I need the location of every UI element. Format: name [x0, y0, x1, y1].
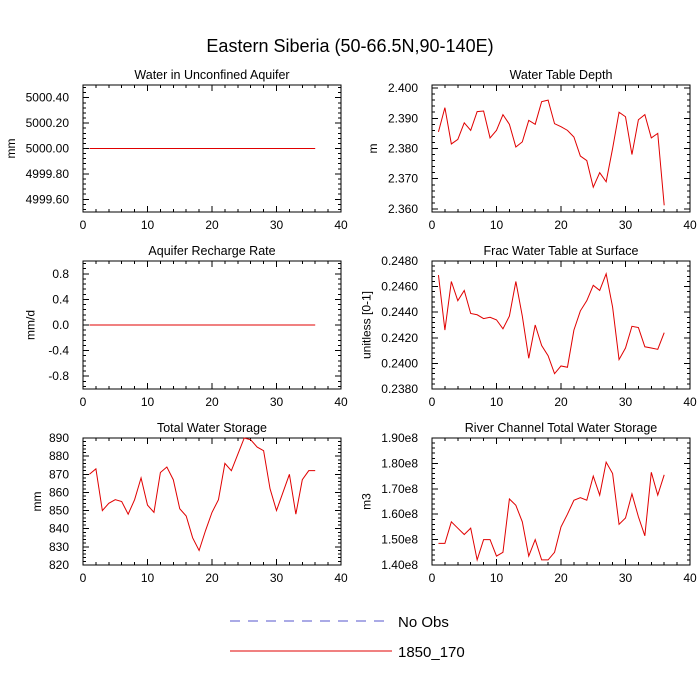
- y-tick-label: 5000.00: [26, 142, 70, 156]
- x-tick-label: 30: [270, 218, 284, 232]
- y-tick-label: 2.380: [388, 142, 418, 156]
- y-tick-label: 2.390: [388, 111, 418, 125]
- y-tick-label: 1.60e8: [381, 507, 418, 521]
- y-tick-label: 1.80e8: [381, 456, 418, 470]
- y-axis-label: m3: [359, 493, 373, 510]
- y-tick-label: 0.8: [52, 267, 69, 281]
- series-line-1850_170: [437, 99, 665, 206]
- figure-title: Eastern Siberia (50-66.5N,90-140E): [206, 36, 493, 56]
- panel-title: River Channel Total Water Storage: [465, 421, 658, 435]
- x-tick-label: 20: [205, 571, 219, 585]
- panel-title: Water Table Depth: [510, 68, 613, 82]
- x-tick-label: 10: [490, 218, 504, 232]
- y-tick-label: 2.400: [388, 81, 418, 95]
- x-tick-label: 0: [80, 395, 87, 409]
- x-tick-label: 30: [619, 395, 633, 409]
- x-tick-label: 30: [270, 395, 284, 409]
- x-tick-label: 40: [334, 395, 348, 409]
- panel-4: Frac Water Table at Surface 0 10 20 30 40 0.23…: [359, 244, 697, 409]
- y-tick-label: 0.2480: [381, 254, 418, 268]
- panel-3: Aquifer Recharge Rate 0 10 20 30 40 -0.8 -0.4 0.…: [24, 244, 348, 409]
- x-tick-label: 20: [554, 571, 568, 585]
- x-tick-label: 0: [80, 218, 87, 232]
- x-tick-label: 40: [334, 218, 348, 232]
- y-tick-label: 0.0: [52, 318, 69, 332]
- panel-title: Total Water Storage: [157, 421, 267, 435]
- panel-5: Total Water Storage 0 10 20 30 40 820 830 840 850…: [30, 421, 348, 585]
- plot-frame: [431, 260, 691, 390]
- x-tick-label: 10: [141, 395, 155, 409]
- x-tick-label: 10: [490, 571, 504, 585]
- legend-label: 1850_170: [398, 644, 465, 661]
- y-tick-label: 880: [49, 449, 69, 463]
- y-tick-label: 5000.20: [26, 116, 70, 130]
- panel-title: Water in Unconfined Aquifer: [134, 68, 289, 82]
- y-tick-label: 850: [49, 504, 69, 518]
- legend: No Obs 1850_170: [230, 614, 465, 661]
- x-tick-label: 40: [683, 571, 697, 585]
- x-tick-label: 0: [429, 571, 436, 585]
- x-tick-label: 20: [554, 395, 568, 409]
- y-tick-label: 1.50e8: [381, 533, 418, 547]
- y-tick-label: 4999.60: [26, 192, 70, 206]
- plot-frame: [431, 437, 691, 566]
- series-line-1850_170: [438, 460, 665, 562]
- y-tick-label: 840: [49, 522, 69, 536]
- y-axis-label: mm/d: [24, 310, 38, 340]
- y-tick-label: -0.8: [48, 369, 69, 383]
- y-tick-label: 0.2440: [381, 305, 418, 319]
- x-tick-label: 40: [683, 218, 697, 232]
- y-tick-label: 5000.40: [26, 91, 70, 105]
- panel-2: Water Table Depth 0 10 20 30 40 2.360 2.370 2.38…: [366, 68, 697, 232]
- y-tick-label: 0.2460: [381, 280, 418, 294]
- x-tick-label: 10: [141, 218, 155, 232]
- y-tick-label: -0.4: [48, 344, 69, 358]
- x-tick-label: 0: [80, 571, 87, 585]
- y-tick-label: 0.4: [52, 292, 69, 306]
- panel-6: River Channel Total Water Storage 0 10 20 30…: [359, 421, 697, 585]
- panel-1: Water in Unconfined Aquifer 0 10 20 30 40 4999…: [4, 68, 348, 232]
- x-tick-label: 20: [554, 218, 568, 232]
- x-tick-label: 10: [141, 571, 155, 585]
- y-axis-label: unitless [0-1]: [359, 291, 373, 359]
- y-axis-label: m: [366, 144, 380, 154]
- series-line-1850_170: [89, 437, 316, 552]
- x-tick-label: 30: [619, 218, 633, 232]
- y-tick-label: 820: [49, 558, 69, 572]
- series-line-1850_170: [437, 272, 665, 375]
- y-tick-label: 0.2400: [381, 356, 418, 370]
- y-tick-label: 2.360: [388, 202, 418, 216]
- x-tick-label: 30: [619, 571, 633, 585]
- x-tick-label: 20: [205, 395, 219, 409]
- x-tick-label: 30: [270, 571, 284, 585]
- y-tick-label: 1.90e8: [381, 431, 418, 445]
- panel-title: Frac Water Table at Surface: [484, 244, 639, 258]
- x-tick-label: 40: [334, 571, 348, 585]
- x-tick-label: 0: [429, 218, 436, 232]
- y-tick-label: 1.40e8: [381, 558, 418, 572]
- panels: Water in Unconfined Aquifer 0 10 20 30 40 4999…: [4, 68, 697, 585]
- y-tick-label: 830: [49, 540, 69, 554]
- x-tick-label: 10: [490, 395, 504, 409]
- panel-title: Aquifer Recharge Rate: [148, 244, 275, 258]
- y-tick-label: 0.2420: [381, 331, 418, 345]
- y-tick-label: 2.370: [388, 172, 418, 186]
- x-tick-label: 20: [205, 218, 219, 232]
- plot-frame: [431, 84, 691, 213]
- x-tick-label: 40: [683, 395, 697, 409]
- y-tick-label: 890: [49, 431, 69, 445]
- y-tick-label: 860: [49, 485, 69, 499]
- y-tick-label: 4999.80: [26, 167, 70, 181]
- y-tick-label: 1.70e8: [381, 482, 418, 496]
- legend-label: No Obs: [398, 614, 449, 631]
- y-axis-label: mm: [30, 492, 44, 512]
- y-axis-label: mm: [4, 139, 18, 159]
- x-tick-label: 0: [429, 395, 436, 409]
- y-tick-label: 0.2380: [381, 382, 418, 396]
- y-tick-label: 870: [49, 467, 69, 481]
